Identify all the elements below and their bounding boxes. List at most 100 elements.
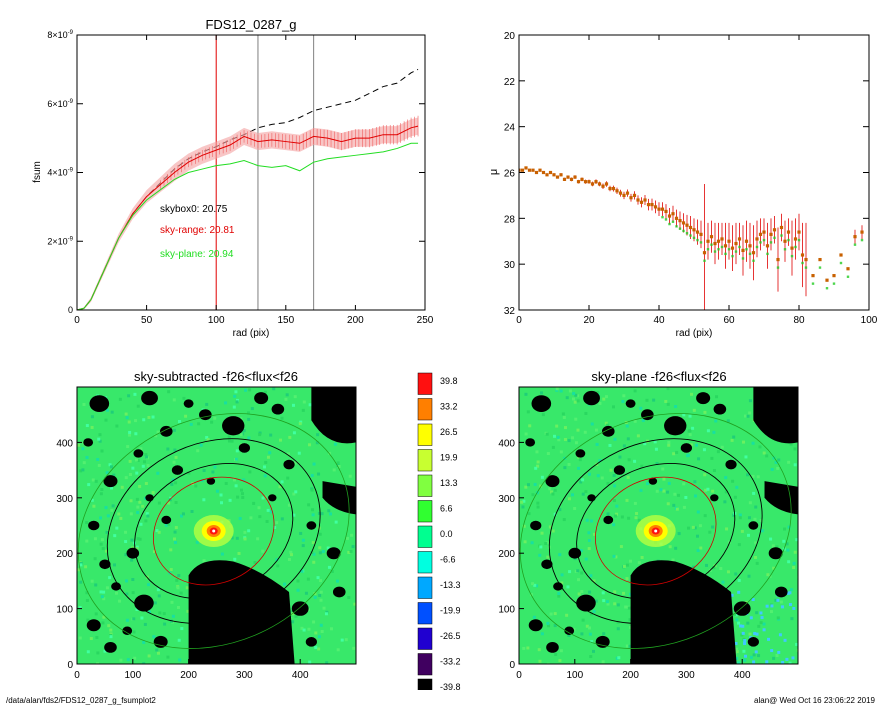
noise-pixel [248, 388, 252, 392]
data-point [769, 232, 773, 236]
colorbar-label: 13.3 [440, 478, 458, 488]
noise-pixel [232, 478, 236, 482]
noise-pixel [734, 572, 738, 576]
sky-plane-frame [518, 386, 799, 665]
noise-pixel [772, 566, 776, 570]
noise-pixel [301, 538, 305, 542]
noise-pixel [604, 395, 608, 399]
mask-blob [713, 403, 727, 415]
noise-pixel [627, 606, 631, 610]
noise-pixel [153, 601, 157, 605]
noise-pixel [109, 635, 113, 639]
noise-pixel [81, 468, 85, 472]
data-point [786, 230, 791, 234]
noise-pixel [125, 592, 129, 596]
noise-pixel [86, 618, 90, 622]
noise-pixel [731, 479, 735, 483]
colorbar-swatch [417, 525, 433, 548]
data-point [783, 239, 787, 243]
noise-pixel [652, 398, 656, 402]
noise-pixel [119, 658, 123, 662]
noise-pixel [594, 599, 598, 603]
noise-pixel [617, 656, 621, 660]
noise-pixel [306, 577, 310, 581]
noise-pixel [215, 489, 219, 493]
data-point-alt [839, 261, 843, 265]
noise-pixel [322, 606, 326, 610]
noise-pixel [795, 538, 798, 542]
noise-pixel [325, 610, 329, 614]
noise-pixel [152, 635, 156, 639]
noise-pixel [606, 512, 610, 516]
mask-blob [553, 582, 563, 591]
noise-pixel [615, 504, 619, 508]
mu-axes: 0 20 40 60 80 100 20 22 24 26 28 30 32 [504, 31, 878, 326]
noise-pixel [344, 638, 348, 642]
noise-pixel [746, 414, 750, 418]
data-point [727, 239, 731, 243]
data-point-alt [752, 259, 755, 262]
data-point-alt [720, 245, 724, 249]
noise-pixel [97, 463, 101, 467]
mask-large-bottom [630, 560, 737, 664]
noise-pixel [576, 569, 580, 573]
noise-pixel-blue [744, 654, 748, 658]
noise-pixel [345, 536, 349, 540]
noise-pixel [622, 444, 626, 448]
mask-blob [145, 494, 154, 502]
y-tick-label: 0 [67, 660, 73, 671]
mask-blob [648, 477, 658, 485]
noise-pixel [125, 618, 129, 622]
noise-pixel [602, 599, 606, 603]
mask-blob [583, 390, 600, 406]
fsum-panel: FDS12_0287_g 0 50 100 150 200 250 0 2×10-9 4×10-… [32, 17, 434, 339]
noise-pixel [737, 661, 741, 664]
noise-pixel [577, 456, 581, 460]
noise-pixel [557, 591, 561, 595]
noise-pixel [762, 451, 766, 455]
noise-pixel [289, 550, 293, 554]
mask-blob [159, 425, 173, 437]
noise-pixel [135, 471, 139, 475]
aperture-ellipse-sky [77, 413, 350, 649]
noise-pixel [336, 648, 340, 652]
noise-pixel [91, 478, 95, 482]
data-point-alt [759, 241, 762, 244]
noise-pixel [234, 390, 238, 394]
noise-pixel [702, 448, 706, 452]
noise-pixel [227, 439, 231, 443]
noise-pixel [176, 605, 180, 609]
noise-pixel [614, 555, 618, 559]
noise-pixel-blue [776, 598, 780, 602]
data-point [632, 193, 637, 198]
data-point [604, 182, 609, 186]
noise-pixel [276, 564, 280, 568]
noise-pixel [219, 493, 223, 497]
aperture-ellipse-outer [106, 438, 321, 624]
noise-pixel [311, 508, 315, 512]
noise-pixel [173, 530, 177, 534]
noise-pixel [311, 513, 315, 517]
data-point-alt [783, 248, 787, 251]
footer-timestamp: alan@ Wed Oct 16 23:06:22 2019 [754, 696, 875, 705]
noise-pixel [96, 651, 100, 655]
noise-pixel [128, 430, 132, 434]
data-point [562, 177, 567, 181]
noise-pixel [553, 488, 557, 492]
x-tick-label: 20 [583, 315, 595, 326]
noise-pixel [601, 591, 605, 595]
noise-pixel [558, 508, 562, 512]
noise-pixel [633, 389, 637, 393]
noise-pixel [258, 431, 262, 435]
sky-plane-title: sky-plane -f26<flux<f26 [591, 369, 726, 384]
sky-subtracted-image [77, 387, 356, 664]
noise-pixel [86, 650, 90, 654]
noise-pixel [751, 441, 755, 445]
mask-blob [696, 392, 711, 405]
noise-pixel [124, 476, 128, 480]
noise-pixel [716, 450, 720, 454]
noise-pixel [353, 602, 356, 606]
mask-blob [268, 494, 277, 502]
noise-pixel [100, 538, 104, 542]
noise-pixel [616, 603, 620, 607]
